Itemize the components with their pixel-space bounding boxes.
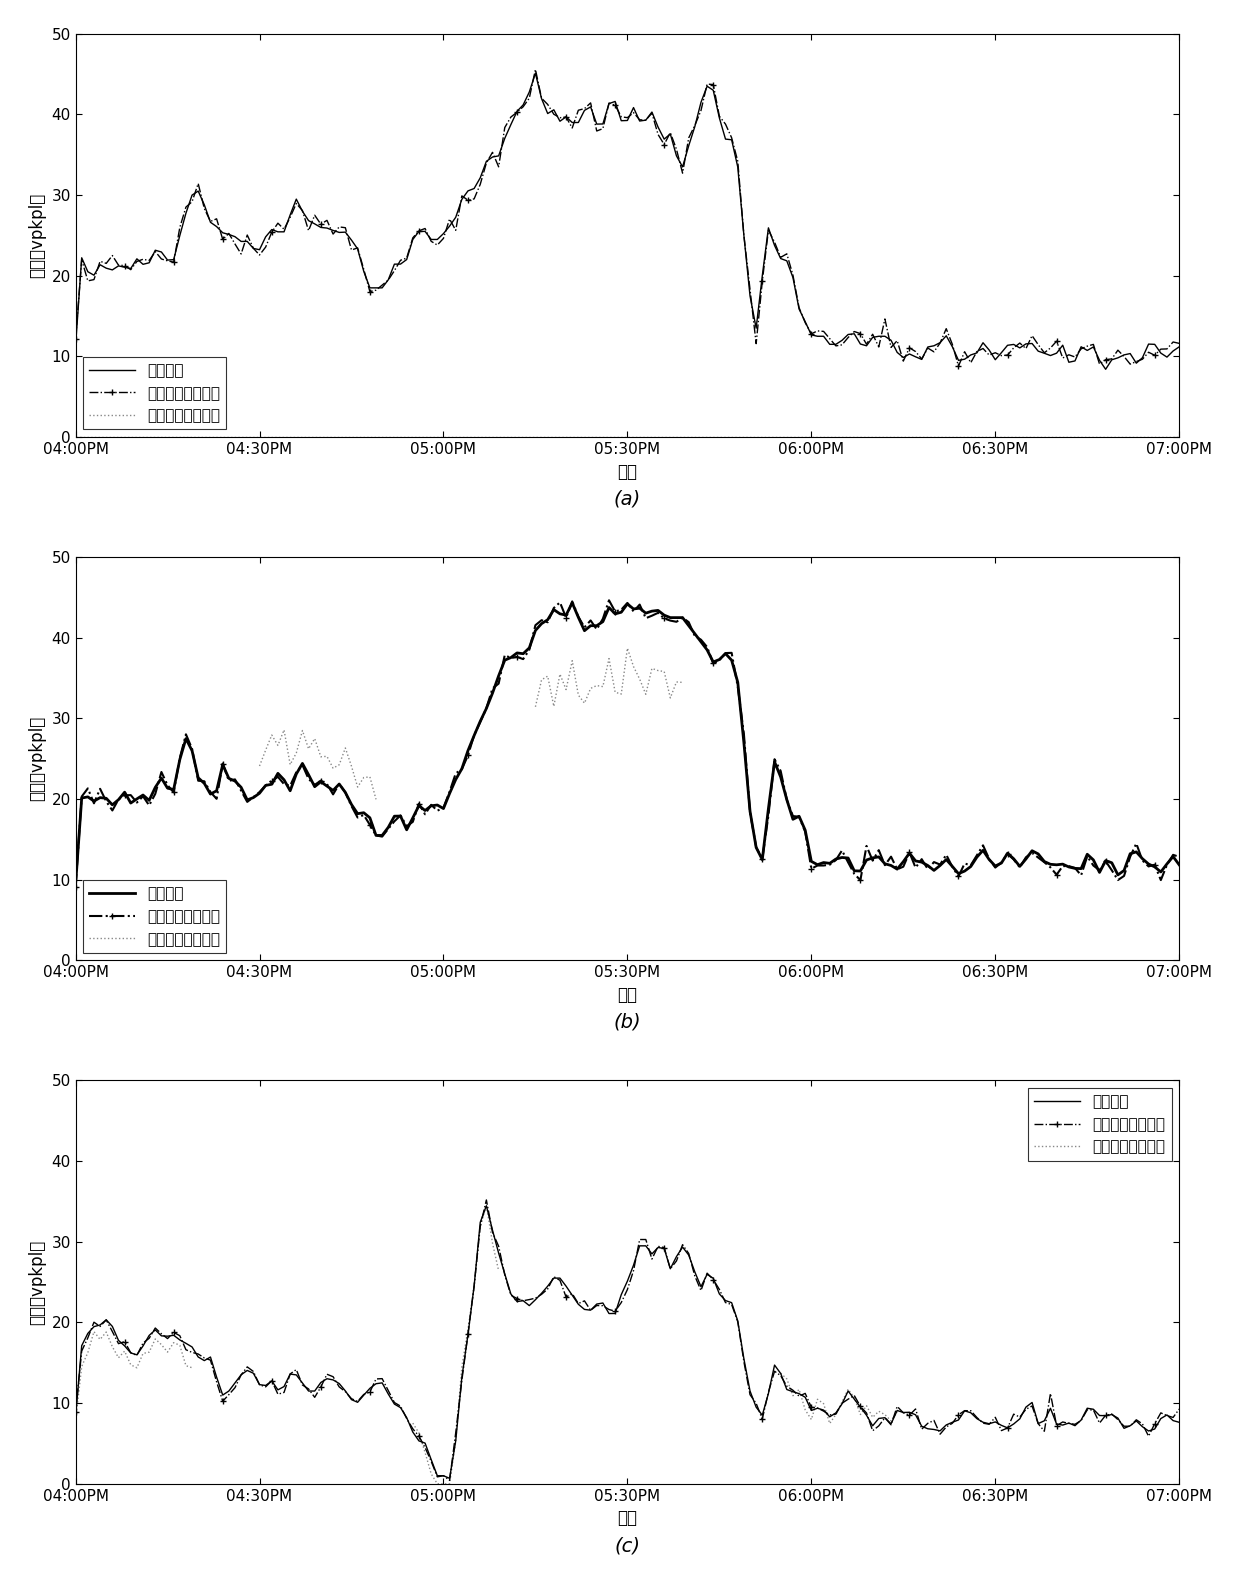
- Legend: 原始数据, 在线标定填补数据, 离线标定填补数据: 原始数据, 在线标定填补数据, 离线标定填补数据: [1028, 1088, 1172, 1161]
- X-axis label: 时间: 时间: [618, 1509, 637, 1527]
- Y-axis label: 密度（vpkpl）: 密度（vpkpl）: [27, 1240, 46, 1325]
- Legend: 原始数据, 在线标定填补数据, 离线标定填补数据: 原始数据, 在线标定填补数据, 离线标定填补数据: [83, 356, 227, 429]
- Text: (c): (c): [614, 1536, 640, 1555]
- Y-axis label: 密度（vpkpl）: 密度（vpkpl）: [27, 192, 46, 278]
- Y-axis label: 密度（vpkpl）: 密度（vpkpl）: [27, 716, 46, 801]
- X-axis label: 时间: 时间: [618, 986, 637, 1005]
- Legend: 原始数据, 在线标定填补数据, 离线标定填补数据: 原始数据, 在线标定填补数据, 离线标定填补数据: [83, 880, 227, 953]
- Text: (b): (b): [614, 1012, 641, 1031]
- Text: (a): (a): [614, 489, 641, 508]
- X-axis label: 时间: 时间: [618, 462, 637, 481]
